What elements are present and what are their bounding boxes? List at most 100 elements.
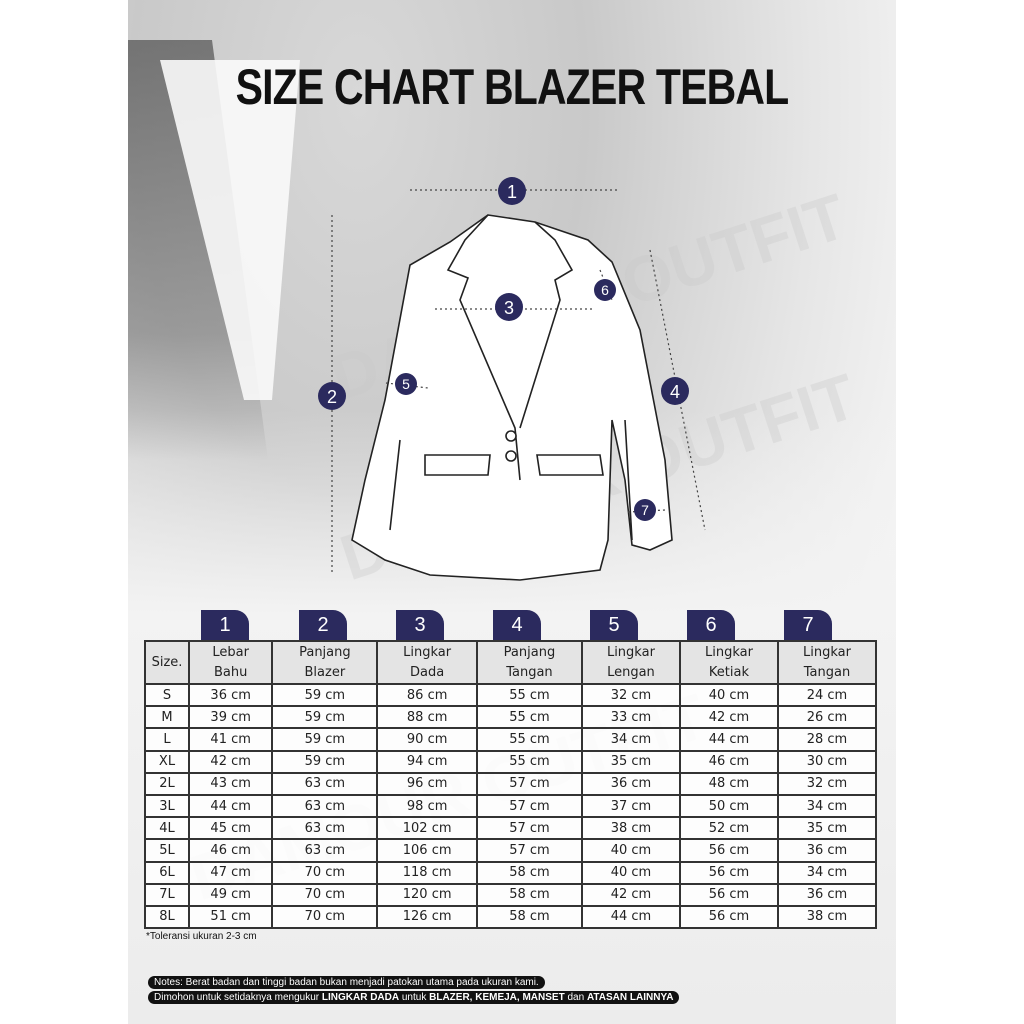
column-header-line1: Lingkar (803, 644, 851, 660)
table-cell: 32 cm (580, 682, 681, 708)
table-cell: 49 cm (187, 882, 274, 907)
table-cell: 48 cm (678, 771, 779, 796)
notes-text-part: BLAZER, KEMEJA, MANSET (429, 992, 565, 1003)
size-label: 2L (144, 771, 190, 796)
column-header-line2: Tangan (803, 664, 851, 680)
table-cell: 38 cm (776, 904, 878, 930)
table-cell: 43 cm (187, 771, 274, 796)
table-cell: 46 cm (187, 838, 274, 863)
table-cell: 51 cm (187, 904, 274, 930)
table-cell: 45 cm (187, 816, 274, 841)
size-label: 4L (144, 816, 190, 841)
column-header-line1: Panjang (299, 644, 351, 660)
column-header-line2: Dada (410, 664, 445, 680)
notes-line-1: Notes: Berat badan dan tinggi badan buka… (148, 976, 545, 989)
table-row: 4L 45 cm 63 cm 102 cm 57 cm 38 cm 52 cm 35 cm (144, 816, 878, 841)
table-cell: 55 cm (475, 705, 583, 730)
table-cell: 38 cm (580, 816, 681, 841)
notes-text-part: Dimohon untuk setidaknya mengukur (154, 992, 322, 1003)
table-row: 5L 46 cm 63 cm 106 cm 57 cm 40 cm 56 cm 36 cm (144, 838, 878, 863)
table-row: 6L 47 cm 70 cm 118 cm 58 cm 40 cm 56 cm 34 cm (144, 860, 878, 885)
notes-text-part: dan (564, 992, 587, 1003)
notes-text-part: untuk (399, 992, 430, 1003)
svg-text:5: 5 (402, 376, 410, 392)
column-header-2: Panjang Blazer (271, 640, 379, 685)
table-cell: 70 cm (271, 860, 379, 885)
column-header-line1: Panjang (503, 644, 556, 660)
svg-text:2: 2 (327, 387, 337, 407)
table-header-row: Size. Lebar Bahu Panjang Blazer Lingkar Dada P… (144, 640, 878, 685)
table-cell: 57 cm (475, 838, 583, 863)
table-row: 2L 43 cm 63 cm 96 cm 57 cm 36 cm 48 cm 32 cm (144, 771, 878, 796)
table-cell: 39 cm (187, 705, 274, 730)
table-cell: 50 cm (678, 793, 779, 819)
column-tab-2: 2 (299, 610, 347, 640)
marker-1: 1 (498, 177, 526, 205)
table-row: M 39 cm 59 cm 88 cm 55 cm 33 cm 42 cm 26 cm (144, 705, 878, 730)
table-cell: 59 cm (271, 705, 379, 730)
size-label: 5L (144, 838, 190, 863)
notes-text-part: LINGKAR DADA (321, 992, 400, 1003)
table-cell: 88 cm (376, 705, 478, 730)
svg-text:4: 4 (670, 382, 680, 402)
table-cell: 70 cm (271, 904, 379, 930)
table-cell: 40 cm (580, 860, 681, 885)
marker-3: 3 (495, 293, 523, 321)
size-label: S (144, 682, 190, 708)
svg-text:6: 6 (601, 282, 609, 298)
table-cell: 94 cm (376, 749, 478, 774)
table-cell: 46 cm (678, 749, 779, 774)
table-cell: 36 cm (187, 682, 274, 708)
column-header-7: Lingkar Tangan (776, 640, 878, 685)
table-cell: 70 cm (271, 882, 379, 907)
column-number-tabs: 1 2 3 4 5 6 7 (144, 610, 877, 640)
table-row: S 36 cm 59 cm 86 cm 55 cm 32 cm 40 cm 24 cm (144, 682, 878, 708)
table-cell: 41 cm (187, 727, 274, 752)
column-header-line2: Lengan (607, 664, 655, 680)
table-cell: 34 cm (580, 727, 681, 752)
column-tab-3: 3 (396, 610, 444, 640)
table-cell: 32 cm (776, 771, 878, 796)
size-label: 8L (144, 904, 190, 930)
table-cell: 120 cm (376, 882, 478, 907)
marker-7: 7 (634, 499, 656, 521)
table-cell: 63 cm (271, 771, 379, 796)
table-cell: 44 cm (187, 793, 274, 819)
table-cell: 58 cm (475, 860, 583, 885)
column-header-4: Panjang Tangan (475, 640, 583, 685)
table-cell: 24 cm (776, 682, 878, 708)
table-cell: 44 cm (580, 904, 681, 930)
table-cell: 63 cm (271, 793, 379, 819)
size-label: M (144, 705, 190, 730)
table-cell: 56 cm (678, 904, 779, 930)
table-cell: 33 cm (580, 705, 681, 730)
column-header-5: Lingkar Lengan (580, 640, 681, 685)
column-header-1: Lebar Bahu (187, 640, 274, 685)
table-cell: 26 cm (776, 705, 878, 730)
table-cell: 57 cm (475, 771, 583, 796)
table-cell: 40 cm (580, 838, 681, 863)
table-cell: 55 cm (475, 749, 583, 774)
table-cell: 58 cm (475, 904, 583, 930)
table-cell: 59 cm (271, 749, 379, 774)
table-cell: 58 cm (475, 882, 583, 907)
table-row: 3L 44 cm 63 cm 98 cm 57 cm 37 cm 50 cm 34 cm (144, 793, 878, 819)
blazer-outline (351, 214, 673, 581)
size-label: L (144, 727, 190, 752)
column-header-6: Lingkar Ketiak (678, 640, 779, 685)
table-cell: 37 cm (580, 793, 681, 819)
marker-5: 5 (395, 373, 417, 395)
notes-line-2: Dimohon untuk setidaknya mengukur LINGKA… (148, 991, 680, 1004)
column-tab-5: 5 (590, 610, 638, 640)
table-row: XL 42 cm 59 cm 94 cm 55 cm 35 cm 46 cm 30 cm (144, 749, 878, 774)
marker-2: 2 (318, 382, 346, 410)
table-cell: 35 cm (776, 816, 878, 841)
column-header-line1: Lingkar (606, 644, 655, 660)
table-cell: 98 cm (376, 793, 478, 819)
svg-text:7: 7 (641, 502, 649, 518)
table-cell: 34 cm (776, 793, 878, 819)
table-cell: 36 cm (776, 882, 878, 907)
table-cell: 36 cm (776, 838, 878, 863)
table-cell: 56 cm (678, 882, 779, 907)
